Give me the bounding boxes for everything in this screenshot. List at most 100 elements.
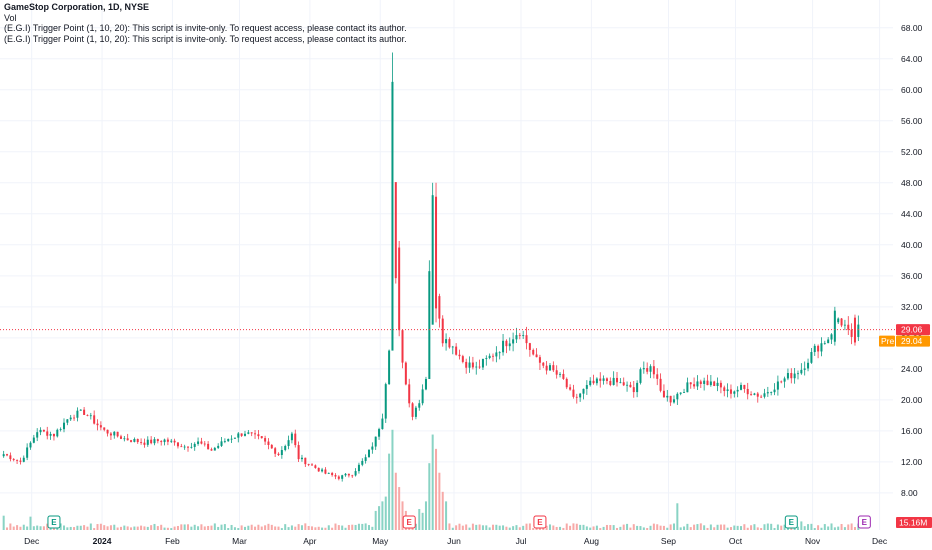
candle-body <box>743 384 746 389</box>
volume-bar <box>344 527 347 530</box>
last-price-tag: 29.06 <box>896 324 930 336</box>
volume-bar <box>505 526 508 530</box>
candle-body <box>146 439 149 445</box>
volume-bar <box>19 526 22 530</box>
volume-bar <box>632 524 635 530</box>
candle-body <box>334 475 337 477</box>
candle-body <box>341 475 344 479</box>
candle-body <box>267 441 270 445</box>
last-price-value: 29.06 <box>901 325 923 335</box>
candle-body <box>109 433 112 436</box>
candle-body <box>52 433 55 437</box>
candle-body <box>243 433 246 436</box>
volume-bar <box>367 525 371 530</box>
candle-body <box>213 447 216 451</box>
volume-bar <box>176 525 179 530</box>
time-axis: Dec 2024 Feb Mar Apr May Jun Jul Aug Sep Oct Nov Dec <box>24 536 888 546</box>
volume-indicator-label[interactable]: Vol <box>4 12 17 23</box>
volume-bar <box>525 523 528 530</box>
indicator-label-2[interactable]: (E.G.I) Trigger Point (1, 10, 20): This … <box>4 33 407 44</box>
volume-bar <box>475 524 478 530</box>
candle-body <box>187 446 190 448</box>
symbol-title[interactable]: GameStop Corporation, 1D, NYSE <box>4 2 150 12</box>
candle-body <box>481 358 484 368</box>
volume-bar <box>36 525 39 530</box>
volume-bar <box>347 524 350 530</box>
earnings-event-marker[interactable]: E <box>857 515 871 529</box>
candle-body <box>230 438 233 440</box>
volume-bar <box>274 526 277 530</box>
volume-bar <box>217 526 220 530</box>
volume-bar <box>143 526 146 530</box>
earnings-event-marker[interactable]: E <box>533 515 547 529</box>
volume-bar <box>39 526 42 530</box>
candle-body <box>723 387 726 392</box>
volume-bar <box>830 523 833 530</box>
candle-body <box>247 432 250 434</box>
volume-bar <box>106 526 109 530</box>
volume-bar <box>616 527 619 530</box>
x-tick-label: Jun <box>447 536 461 546</box>
volume-bar <box>378 506 381 530</box>
volume-bar <box>297 524 300 530</box>
y-tick-label: 64.00 <box>901 54 923 64</box>
candle-body <box>223 441 226 443</box>
candle-body <box>237 433 240 438</box>
earnings-event-label: E <box>862 518 868 527</box>
volume-bar <box>807 524 810 530</box>
y-tick-label: 24.00 <box>901 364 923 374</box>
candle-body <box>49 433 52 436</box>
candle-body <box>254 433 257 435</box>
candle-body <box>616 377 619 383</box>
candle-body <box>502 340 505 353</box>
candle-body <box>56 429 59 437</box>
earnings-event-marker[interactable]: E <box>402 515 416 529</box>
candle-body <box>384 384 387 419</box>
y-tick-label: 60.00 <box>901 85 923 95</box>
candle-body <box>264 438 267 442</box>
volume-bar <box>481 525 484 530</box>
candle-body <box>418 403 421 408</box>
volume-bar <box>207 525 210 530</box>
volume-bar <box>455 525 458 530</box>
x-tick-label: Mar <box>232 536 247 546</box>
earnings-event-marker[interactable]: E <box>784 515 798 529</box>
volume-bar <box>150 525 153 530</box>
indicator-label-1[interactable]: (E.G.I) Trigger Point (1, 10, 20): This … <box>4 23 407 33</box>
volume-bar <box>672 523 675 530</box>
candle-body <box>512 339 515 344</box>
axis-tags: 29.06 Pre 29.04 15.16M <box>879 324 932 528</box>
candle-body <box>388 350 391 385</box>
volume-bar <box>357 523 360 530</box>
volume-bar <box>723 524 726 530</box>
volume-bar <box>193 524 196 530</box>
candle-body <box>96 423 99 426</box>
candle-body <box>166 439 169 442</box>
candle-body <box>535 354 538 358</box>
volume-bar <box>317 526 320 530</box>
candle-body <box>525 335 528 344</box>
candle-body <box>689 382 692 385</box>
candle-body <box>585 385 588 389</box>
volume-bar <box>247 525 250 530</box>
y-tick-label: 56.00 <box>901 116 923 126</box>
candle-body <box>719 382 722 388</box>
volume-bar <box>69 526 72 530</box>
candle-body <box>66 419 69 423</box>
candle-body <box>6 454 9 456</box>
candle-body <box>190 446 193 448</box>
candle-body <box>569 387 572 390</box>
volume-bar <box>495 524 498 530</box>
earnings-event-marker[interactable]: E <box>47 515 61 529</box>
candle-body <box>840 318 843 326</box>
candle-body <box>461 356 464 362</box>
volume-bar <box>843 527 846 530</box>
volume-bar <box>629 527 632 530</box>
volume-bar <box>686 523 689 530</box>
volume-bar <box>79 525 82 530</box>
volume-bar <box>696 524 699 530</box>
y-tick-label: 16.00 <box>901 426 923 436</box>
volume-bar <box>461 525 464 530</box>
